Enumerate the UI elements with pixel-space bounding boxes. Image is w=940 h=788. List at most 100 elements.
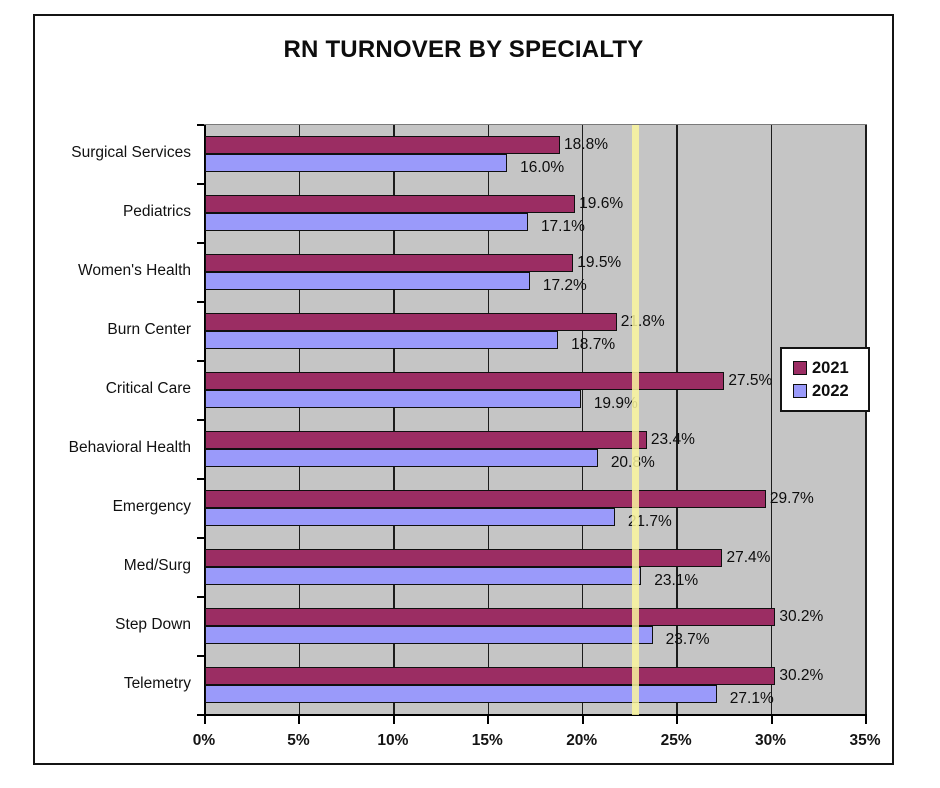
chart-frame: RN TURNOVER BY SPECIALTY 18.8% 16.0% 19.6%… — [33, 14, 894, 765]
bar-value-label-2021-2: 19.6% — [579, 195, 624, 212]
legend-entry-2021: 2021 — [793, 358, 868, 377]
x-tick-label-5pct: 5% — [287, 732, 310, 749]
y-axis-line — [204, 125, 206, 716]
x-axis-tick — [676, 715, 679, 724]
legend: 2021 2022 — [780, 347, 870, 412]
x-tick-label-30pct: 30% — [755, 732, 787, 749]
x-axis-line — [204, 714, 867, 716]
plot-area: 18.8% 16.0% 19.6% 17.1% 19.5% 17.2% 21.8% 18.7%… — [197, 124, 867, 724]
legend-swatch-2021-icon — [793, 360, 807, 375]
gridline-35 — [865, 125, 867, 715]
bar-2022-3 — [205, 272, 530, 290]
legend-swatch-2022-icon — [793, 384, 807, 399]
category-label-surgical-services: Surgical Services — [71, 143, 191, 161]
legend-entry-2022: 2022 — [793, 383, 868, 400]
bar-2021-6 — [205, 431, 647, 449]
bar-2022-10 — [205, 685, 717, 703]
bar-value-label-2021-9: 30.2% — [779, 608, 824, 625]
bar-2022-7 — [205, 508, 615, 526]
bar-group-behavioral-health: 23.4%20.8% — [205, 420, 866, 479]
bar-value-label-2022-5: 19.9% — [593, 394, 638, 412]
bar-value-label-2021-10: 30.2% — [779, 667, 824, 684]
bar-2021-9 — [205, 608, 776, 626]
x-tick-label-20pct: 20% — [566, 732, 598, 749]
category-label-critical-care: Critical Care — [105, 379, 191, 397]
bar-group-med-surg: 27.4% 23.1% — [205, 538, 866, 597]
bar-group-surgical-services: 18.8% 16.0% — [205, 125, 866, 184]
bar-2021-3 — [205, 254, 574, 272]
category-label-emergency: Emergency — [112, 497, 191, 515]
bar-2021-4 — [205, 313, 617, 331]
x-axis-tick — [865, 715, 867, 724]
x-axis-tick — [770, 715, 773, 724]
bar-2021-2 — [205, 195, 576, 213]
gridline-25 — [676, 125, 678, 715]
bar-group-burn-center: 21.8% 18.7% — [205, 302, 866, 361]
category-label-women-s-health: Women's Health — [78, 261, 191, 279]
gridline-15 — [487, 125, 490, 715]
y-axis-tick — [197, 242, 204, 244]
legend-label-2022: 2022 — [812, 382, 849, 400]
x-axis-tick — [392, 715, 395, 724]
gridline-30 — [770, 125, 773, 715]
bar-2022-9 — [205, 626, 653, 644]
y-axis-tick — [197, 124, 204, 126]
bar-value-label-2022-2: 17.1% — [540, 217, 585, 235]
y-axis-tick — [197, 714, 204, 716]
bar-2022-6 — [205, 449, 598, 467]
legend-label-2021: 2021 — [812, 358, 849, 377]
bar-2022-4 — [205, 331, 559, 349]
bar-2022-1 — [205, 154, 508, 172]
bar-value-label-2021-4: 21.8% — [620, 313, 665, 330]
bar-2022-8 — [205, 567, 642, 585]
bar-value-label-2022-4: 18.7% — [571, 335, 616, 353]
bar-value-label-2022-10: 27.1% — [729, 689, 774, 707]
y-axis-tick — [197, 301, 204, 303]
bar-group-women-s-health: 19.5% 17.2% — [205, 243, 866, 302]
gridline-5 — [298, 125, 301, 715]
y-axis-tick — [197, 596, 204, 598]
gridline-10 — [393, 125, 395, 715]
x-axis-tick — [204, 715, 206, 724]
category-label-behavioral-health: Behavioral Health — [68, 438, 191, 456]
y-axis-tick — [197, 478, 204, 480]
y-axis-tick — [197, 183, 204, 185]
y-axis-tick — [197, 360, 204, 362]
bar-group-emergency: 29.7% 21.7% — [205, 479, 866, 538]
bar-value-label-2022-3: 17.2% — [542, 276, 587, 294]
bar-2021-7 — [205, 490, 766, 508]
x-tick-label-35pct: 35% — [849, 732, 881, 749]
bar-value-label-2021-1: 18.8% — [564, 136, 608, 153]
x-tick-label-15pct: 15% — [471, 732, 503, 749]
category-label-med-surg: Med/Surg — [123, 556, 191, 574]
x-tick-label-10pct: 10% — [377, 732, 409, 749]
x-axis-tick — [581, 715, 584, 724]
bar-group-step-down: 30.2% 23.7% — [205, 597, 866, 656]
bar-value-label-2022-1: 16.0% — [520, 158, 565, 176]
x-tick-label-0pct: 0% — [192, 732, 216, 749]
bar-2021-8 — [205, 549, 723, 567]
bar-2022-2 — [205, 213, 528, 231]
bar-value-label-2021-5: 27.5% — [728, 372, 773, 389]
chart-title: RN TURNOVER BY SPECIALTY — [283, 36, 644, 63]
category-label-burn-center: Burn Center — [107, 320, 191, 338]
bar-group-telemetry: 30.2% 27.1% — [205, 656, 866, 715]
category-label-step-down: Step Down — [115, 615, 191, 633]
x-tick-label-25pct: 25% — [660, 732, 692, 749]
y-axis-tick — [197, 537, 204, 539]
category-label-telemetry: Telemetry — [123, 674, 191, 692]
benchmark-reference-line — [632, 125, 640, 715]
bar-2021-5 — [205, 372, 725, 390]
y-axis-tick — [197, 655, 204, 657]
x-axis-tick — [298, 715, 301, 724]
category-label-pediatrics: Pediatrics — [122, 202, 191, 220]
gridline-20 — [581, 125, 584, 715]
bar-group-pediatrics: 19.6% 17.1% — [205, 184, 866, 243]
bar-value-label-2021-7: 29.7% — [769, 490, 814, 507]
bar-value-label-2022-9: 23.7% — [665, 630, 710, 648]
bar-2021-1 — [205, 136, 561, 154]
bar-value-label-2021-6: 23.4% — [650, 431, 695, 448]
bar-2021-10 — [205, 667, 776, 685]
bar-value-label-2022-8: 23.1% — [654, 571, 699, 589]
